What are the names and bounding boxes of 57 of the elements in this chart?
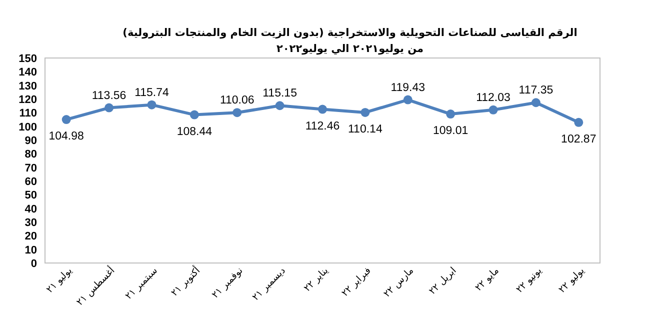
y-tick-label: 140 [18,66,37,79]
point [275,101,284,110]
x-tick-label: سبتمبر ٢١ [123,265,160,302]
chart-title: الرقم القياسى للصناعات التحويلية والاستخراجية (بدون الزيت الخام والمنتجات البترولية) [122,27,578,39]
data-label: 117.35 [518,84,554,97]
x-tick-label: فبراير ٢٢ [340,265,374,299]
x-tick-label: يوليو ٢٢ [556,265,588,296]
x-tick-label: يناير ٢٢ [302,265,331,294]
point [147,100,156,110]
data-label: 112.03 [476,92,510,104]
point [232,108,242,118]
x-tick-label: ابريل ٢٢ [427,265,459,297]
chart-subtitle: من يوليو٢٠٢١ الي يوليو٢٠٢٢ [276,43,424,55]
data-label: 119.43 [390,82,426,94]
point [190,110,199,120]
x-tick-label: أغسطس ٢١ [73,264,118,308]
data-label: 108.44 [176,126,213,138]
point [574,118,584,127]
x-tick-label: نوفمبر ٢١ [210,265,246,301]
y-tick-label: 130 [18,80,37,92]
data-label: 102.87 [561,133,596,146]
x-tick-label: يونيو ٢٢ [514,265,544,296]
y-tick-label: 30 [24,217,37,229]
y-tick-label: 40 [24,203,37,216]
y-tick-label: 0 [30,258,37,270]
point [318,104,327,114]
data-label: 115.15 [262,88,297,100]
y-tick-label: 90 [24,135,37,147]
data-label: 115.74 [134,86,170,99]
y-tick-label: 150 [18,53,37,65]
data-label: 113.56 [92,90,126,102]
y-tick-label: 110 [19,108,37,120]
y-tick-label: 100 [18,121,37,134]
y-tick-label: 80 [24,148,37,161]
point [531,98,540,108]
point [488,105,498,114]
y-tick-label: 10 [24,244,37,256]
x-tick-label: مايو ٢٢ [473,265,502,294]
y-tick-label: 120 [18,94,37,106]
data-label: 109.01 [432,125,468,138]
y-tick-label: 60 [24,176,37,188]
x-tick-label: ديسمبر ٢١ [250,265,288,303]
x-tick-label: أكتوبر ٢١ [168,264,203,299]
data-label: 110.14 [348,123,383,136]
y-tick-label: 50 [24,190,37,202]
data-label: 110.06 [220,94,254,107]
x-tick-label: يوليو ٢١ [44,265,75,296]
y-tick-label: 70 [24,162,37,174]
point [62,115,71,124]
y-tick-label: 20 [24,230,37,243]
point [403,95,412,104]
data-label: 112.46 [305,120,340,132]
point [104,103,114,112]
x-tick-label: مارس ٢٢ [382,265,416,300]
point [360,108,370,117]
point [446,110,456,119]
data-label: 104.98 [48,130,84,143]
